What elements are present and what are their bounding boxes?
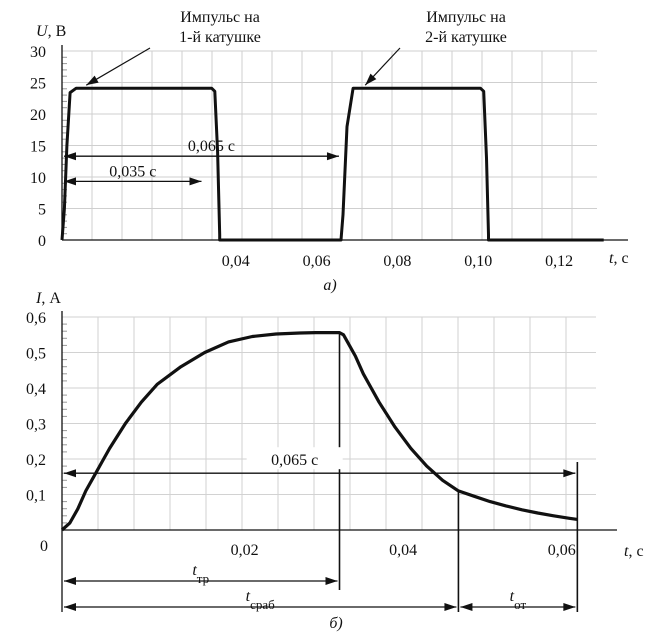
annotation-arrow (86, 75, 99, 86)
dimension-b-1-arrow-right (325, 577, 338, 585)
y-tick-label-b: 0,3 (26, 417, 46, 434)
y-tick-label-b: 0,5 (26, 346, 46, 363)
series-line-b (60, 331, 578, 532)
x-tick-label-b: 0,02 (231, 542, 259, 559)
y-axis-symbol-a: U (36, 23, 49, 40)
y-tick-label-b: 0,1 (26, 488, 46, 505)
dimension-a-1-arrow-left (64, 177, 76, 186)
annotation-leader (85, 47, 151, 86)
y-tick-label-a: 5 (38, 202, 46, 219)
y-tick-label-b: 0 (40, 538, 48, 555)
x-axis-unit-b: , с (628, 543, 643, 560)
dimension-b-1-arrow-left (64, 577, 76, 585)
y-axis-unit-a: , В (48, 23, 67, 40)
x-tick-label-b: 0,04 (389, 542, 417, 559)
dimension-a-0-arrow-right (326, 152, 339, 161)
annotation-arrow (365, 73, 377, 86)
dimension-label: 0,065 с (188, 138, 235, 155)
x-axis-unit-a: , с (613, 250, 628, 267)
dimension-b-2-arrow-left (64, 603, 76, 611)
x-axis-symbol-a: t (609, 250, 614, 267)
dimension-b-3-arrow-right (563, 603, 576, 611)
dimension-label: tтр (192, 562, 209, 586)
y-axis-unit-b: , А (41, 290, 61, 307)
y-axis-label-b: I, А (35, 290, 61, 307)
dimension-symbol: t (510, 588, 515, 605)
y-tick-label-a: 0 (38, 233, 46, 250)
y-tick-label-a: 20 (30, 107, 46, 124)
panel-label-b: б) (329, 615, 342, 632)
series-line-a (60, 86, 604, 242)
y-axis-symbol-b: I (35, 290, 42, 307)
dimension-symbol: t (246, 588, 251, 605)
dimension-b-3-arrow-left (460, 603, 473, 611)
y-tick-label-a: 30 (30, 44, 46, 61)
grid-b (62, 316, 596, 530)
annotation-text: Импульс на (426, 9, 506, 26)
x-axis-label-a: t, с (609, 250, 629, 267)
dimension-label: 0,065 с (271, 452, 318, 469)
x-axis-label-b: t, с (624, 543, 644, 560)
dimension-label: 0,035 с (109, 163, 156, 180)
x-tick-label-a: 0,06 (303, 253, 331, 270)
chart-b: 00,10,20,30,40,50,60,02 0,04 0,06I, Аt, сб… (26, 290, 644, 632)
dimension-subscript: сраб (250, 597, 275, 612)
dimension-label: tот (510, 588, 527, 612)
x-tick-label-a: 0,12 (545, 253, 573, 270)
y-tick-label-a: 15 (30, 139, 46, 156)
x-tick-label-a: 0,10 (464, 253, 492, 270)
dimension-b-0-arrow-left (64, 469, 76, 478)
grid-a (62, 50, 597, 240)
x-tick-label-b: 0,06 (548, 542, 576, 559)
y-tick-label-a: 10 (30, 170, 46, 187)
x-tick-label-a: 0,08 (383, 253, 411, 270)
y-tick-label-b: 0,6 (26, 310, 46, 327)
x-axis-symbol-b: t (624, 543, 629, 560)
y-axis-label-a: U, В (36, 23, 66, 40)
y-tick-label-a: 25 (30, 76, 46, 93)
annotation-text: 2-й катушке (425, 29, 507, 46)
chart-a: 0 5 10 15 20 25 30 0,04 0,06 0,08 0,10 0,12 U, В t, с… (30, 9, 629, 294)
dimension-label-bg (246, 447, 343, 470)
dimension-a-1-arrow-right (189, 177, 202, 186)
dimension-subscript: тр (197, 571, 209, 586)
x-tick-label-a: 0,04 (222, 253, 250, 270)
panel-label-a: а) (323, 277, 336, 294)
dimension-b-0-arrow-right (563, 469, 576, 478)
y-tick-label-b: 0,2 (26, 452, 46, 469)
y-tick-label-b: 0,4 (26, 381, 46, 398)
dimension-b-2-arrow-right (444, 603, 457, 611)
dimension-a-0-arrow-left (64, 152, 76, 161)
annotation-text: 1-й катушке (179, 29, 261, 46)
dimension-label: tсраб (246, 588, 275, 612)
dimension-subscript: от (514, 597, 526, 612)
dimension-symbol: t (192, 562, 197, 579)
annotation-text: Импульс на (180, 9, 260, 26)
